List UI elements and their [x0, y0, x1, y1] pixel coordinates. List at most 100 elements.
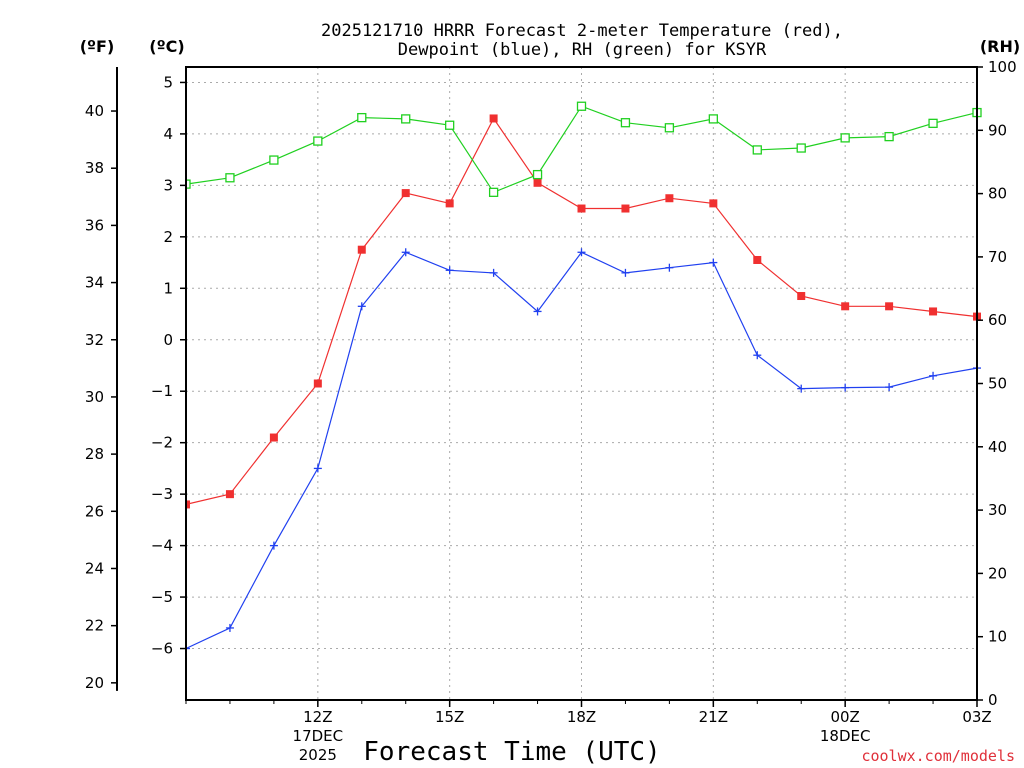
data-point-marker: [929, 371, 938, 380]
fahrenheit-tick-label: 28: [85, 445, 104, 463]
data-point-marker: [884, 131, 894, 142]
data-point-marker: [533, 178, 542, 187]
data-point-marker: [577, 248, 586, 257]
data-point-marker: [929, 307, 938, 316]
fahrenheit-tick-label: 30: [85, 388, 104, 406]
data-point-marker: [840, 133, 850, 143]
data-point-marker: [577, 204, 586, 213]
data-point-marker: [885, 383, 894, 392]
rh-axis: 0 10 20 30 40 50 60 70 80 90 100: [977, 58, 1017, 709]
rh-tick-label: 70: [988, 248, 1007, 266]
rh-tick-label: 90: [988, 121, 1007, 139]
grid-lines: [186, 67, 978, 700]
data-point-marker: [225, 173, 235, 183]
data-point-marker: [620, 118, 631, 128]
rh-tick-label: 20: [988, 564, 1007, 582]
celsius-tick-label: 2: [163, 228, 173, 246]
data-point-marker: [445, 120, 455, 130]
celsius-unit-label: (ºC): [149, 37, 184, 56]
data-point-marker: [357, 245, 366, 254]
data-point-marker: [401, 248, 410, 257]
fahrenheit-tick-label: 32: [85, 331, 104, 349]
celsius-tick-label: 5: [163, 73, 173, 91]
data-point-marker: [269, 541, 278, 550]
fahrenheit-tick-label: 40: [85, 102, 104, 120]
data-point-marker: [665, 194, 674, 203]
time-tick-label: 00Z: [830, 708, 859, 726]
celsius-tick-label: −6: [151, 640, 173, 658]
data-point-marker: [357, 112, 367, 123]
data-point-marker: [186, 500, 190, 509]
time-tick-label: 15Z: [435, 708, 464, 726]
data-point-marker: [445, 266, 454, 275]
data-point-marker: [621, 204, 630, 213]
data-point-marker: [532, 169, 543, 180]
rh-tick-label: 100: [988, 58, 1017, 76]
data-point-marker: [445, 199, 454, 208]
series-layer: [186, 101, 982, 653]
data-point-marker: [841, 302, 850, 311]
data-point-marker: [313, 464, 322, 473]
fahrenheit-tick-label: 20: [85, 674, 104, 692]
data-point-marker: [313, 136, 323, 146]
data-point-marker: [621, 268, 630, 277]
data-point-marker: [401, 189, 410, 198]
data-point-marker: [489, 268, 498, 277]
data-point-marker: [269, 433, 278, 442]
series-rh: [186, 101, 982, 197]
fahrenheit-unit-label: (ºF): [80, 37, 115, 56]
data-point-marker: [665, 263, 674, 272]
series-2-meter-temperature: [186, 114, 981, 509]
plot-frame: [185, 66, 978, 701]
rh-tick-label: 0: [988, 691, 998, 709]
rh-tick-label: 60: [988, 311, 1007, 329]
data-point-marker: [225, 623, 234, 632]
date-tick-label: 18DEC: [820, 727, 871, 745]
fahrenheit-tick-label: 34: [85, 274, 104, 292]
celsius-tick-label: −2: [151, 434, 173, 452]
data-point-marker: [841, 383, 850, 392]
rh-tick-label: 80: [988, 185, 1007, 203]
fahrenheit-tick-label: 36: [85, 216, 104, 234]
rh-unit-label: (RH): [980, 37, 1020, 56]
data-point-marker: [313, 379, 322, 388]
celsius-axis: −6 −5 −4 −3 −2 −1 0 1 2 3 4 5: [151, 73, 186, 658]
rh-tick-label: 10: [988, 628, 1007, 646]
data-point-marker: [186, 179, 191, 189]
data-point-marker: [928, 118, 938, 128]
data-point-marker: [664, 123, 675, 133]
data-point-marker: [225, 490, 234, 499]
x-axis-title: Forecast Time (UTC): [363, 737, 660, 767]
data-point-marker: [797, 292, 806, 301]
celsius-tick-label: 0: [163, 331, 173, 349]
celsius-tick-label: −5: [151, 588, 173, 606]
time-tick-label: 03Z: [962, 708, 991, 726]
date-tick-label: 17DEC: [293, 727, 344, 745]
data-point-marker: [533, 307, 542, 316]
fahrenheit-tick-label: 38: [85, 159, 104, 177]
fahrenheit-tick-label: 22: [85, 617, 104, 635]
data-point-marker: [796, 143, 806, 153]
celsius-tick-label: −4: [151, 537, 173, 555]
fahrenheit-tick-label: 24: [85, 559, 104, 577]
rh-tick-label: 50: [988, 375, 1007, 393]
time-tick-label: 18Z: [567, 708, 596, 726]
data-point-marker: [709, 199, 718, 208]
series-line: [186, 105, 978, 194]
celsius-tick-label: 3: [163, 176, 173, 194]
chart-title-line-1: 2025121710 HRRR Forecast 2-meter Tempera…: [321, 21, 843, 41]
data-point-marker: [885, 302, 894, 311]
celsius-tick-label: −3: [151, 485, 173, 503]
time-tick-label: 12Z: [303, 708, 332, 726]
celsius-tick-label: 4: [163, 125, 173, 143]
data-point-marker: [401, 114, 411, 124]
fahrenheit-axis: 20 22 24 26 28 30 32 34 36 38 40: [85, 67, 118, 692]
rh-tick-label: 40: [988, 438, 1007, 456]
chart-title-line-2: Dewpoint (blue), RH (green) for KSYR: [398, 40, 767, 60]
year-tick-label: 2025: [299, 746, 337, 764]
data-point-marker: [576, 101, 587, 111]
data-point-marker: [753, 351, 762, 360]
data-point-marker: [489, 114, 498, 123]
